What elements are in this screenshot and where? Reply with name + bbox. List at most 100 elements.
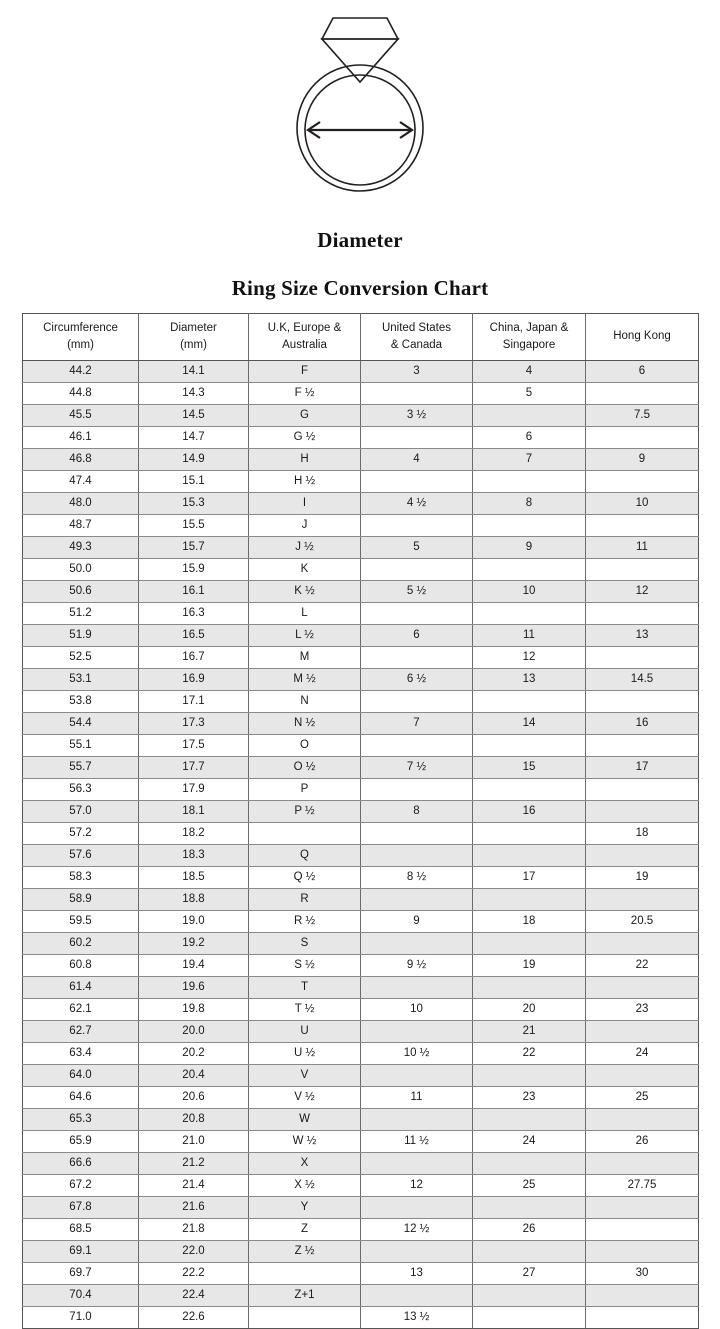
table-cell: 10 (585, 492, 699, 515)
table-cell (360, 382, 473, 405)
table-cell: 27.75 (585, 1174, 699, 1197)
table-row: 68.5 21.8 Z 12 ½ 26 (22, 1218, 699, 1241)
table-cell: 13 (585, 624, 699, 647)
table-cell: 3 ½ (360, 404, 473, 427)
column-header-diameter: Diameter (mm) (138, 313, 249, 361)
table-cell: 48.7 (22, 514, 139, 537)
table-cell (585, 382, 699, 405)
table-cell (472, 1108, 586, 1131)
table-cell (360, 602, 473, 625)
table-cell: 17.5 (138, 734, 249, 757)
table-cell: 48.0 (22, 492, 139, 515)
header-line-1: Circumference (43, 321, 118, 334)
table-cell: 19.0 (138, 910, 249, 933)
table-cell (472, 404, 586, 427)
table-cell (585, 690, 699, 713)
header-line-1: United States (381, 321, 452, 334)
table-cell: J ½ (248, 536, 361, 559)
table-cell: 12 (585, 580, 699, 603)
table-cell: V (248, 1064, 361, 1087)
table-cell: 53.1 (22, 668, 139, 691)
table-cell: F ½ (248, 382, 361, 405)
table-row: 57.2 18.2 18 (22, 822, 699, 845)
table-cell: S (248, 932, 361, 955)
table-cell (248, 1262, 361, 1285)
table-cell (585, 1020, 699, 1043)
table-cell (248, 822, 361, 845)
header-line-2: Singapore (502, 339, 556, 351)
table-cell: 14 (472, 712, 586, 735)
table-row: 54.4 17.3 N ½ 7 14 16 (22, 712, 699, 735)
table-cell (585, 778, 699, 801)
table-cell (585, 1064, 699, 1087)
table-cell: 69.1 (22, 1240, 139, 1263)
table-cell (472, 1306, 586, 1329)
table-cell: 19.2 (138, 932, 249, 955)
header-line-2: Australia (282, 339, 327, 351)
table-cell: 9 ½ (360, 954, 473, 977)
table-cell: 20 (472, 998, 586, 1021)
table-cell: 14.5 (585, 668, 699, 691)
table-cell: 67.2 (22, 1174, 139, 1197)
table-cell: 10 (472, 580, 586, 603)
table-cell (585, 1306, 699, 1329)
table-cell (360, 888, 473, 911)
table-cell: 10 ½ (360, 1042, 473, 1065)
table-cell (360, 1240, 473, 1263)
table-cell: 5 (472, 382, 586, 405)
table-row: 46.8 14.9 H 4 7 9 (22, 448, 699, 471)
table-cell (248, 1306, 361, 1329)
table-cell (360, 778, 473, 801)
ring-inner-circle (304, 74, 416, 186)
table-cell: T (248, 976, 361, 999)
table-cell: 16.7 (138, 646, 249, 669)
table-cell: R (248, 888, 361, 911)
table-cell: 21.2 (138, 1152, 249, 1175)
table-cell: F (248, 360, 361, 383)
table-cell: 21.4 (138, 1174, 249, 1197)
table-cell: S ½ (248, 954, 361, 977)
table-cell: L ½ (248, 624, 361, 647)
table-cell: Y (248, 1196, 361, 1219)
table-cell: 24 (472, 1130, 586, 1153)
table-cell: 22 (472, 1042, 586, 1065)
table-row: 47.4 15.1 H ½ (22, 470, 699, 493)
table-cell: 17.1 (138, 690, 249, 713)
table-cell (360, 932, 473, 955)
table-cell (360, 470, 473, 493)
table-cell: 9 (360, 910, 473, 933)
gem-pavilion-shape (320, 38, 400, 84)
table-cell: 62.7 (22, 1020, 139, 1043)
table-cell: R ½ (248, 910, 361, 933)
table-cell: 11 (585, 536, 699, 559)
table-cell: 9 (472, 536, 586, 559)
table-cell (585, 558, 699, 581)
table-cell: 11 (472, 624, 586, 647)
table-cell: U ½ (248, 1042, 361, 1065)
table-cell: 47.4 (22, 470, 139, 493)
table-cell: 50.0 (22, 558, 139, 581)
table-cell: 16 (585, 712, 699, 735)
table-cell (472, 514, 586, 537)
table-cell: Z (248, 1218, 361, 1241)
table-row: 48.7 15.5 J (22, 514, 699, 537)
table-cell: 19 (585, 866, 699, 889)
table-cell (472, 822, 586, 845)
table-row: 51.9 16.5 L ½ 6 11 13 (22, 624, 699, 647)
table-cell (472, 602, 586, 625)
table-row: 56.3 17.9 P (22, 778, 699, 801)
table-cell: O (248, 734, 361, 757)
table-cell (472, 1196, 586, 1219)
gem-crown-shape (320, 17, 400, 40)
table-cell: 65.3 (22, 1108, 139, 1131)
table-cell: 22.6 (138, 1306, 249, 1329)
table-cell: 8 (472, 492, 586, 515)
table-cell: G ½ (248, 426, 361, 449)
column-header-circumference: Circumference (mm) (22, 313, 139, 361)
table-cell: 19.8 (138, 998, 249, 1021)
table-cell (472, 932, 586, 955)
table-cell: 4 (360, 448, 473, 471)
table-cell: T ½ (248, 998, 361, 1021)
table-cell: 50.6 (22, 580, 139, 603)
header-line-1: China, Japan & (489, 321, 569, 334)
